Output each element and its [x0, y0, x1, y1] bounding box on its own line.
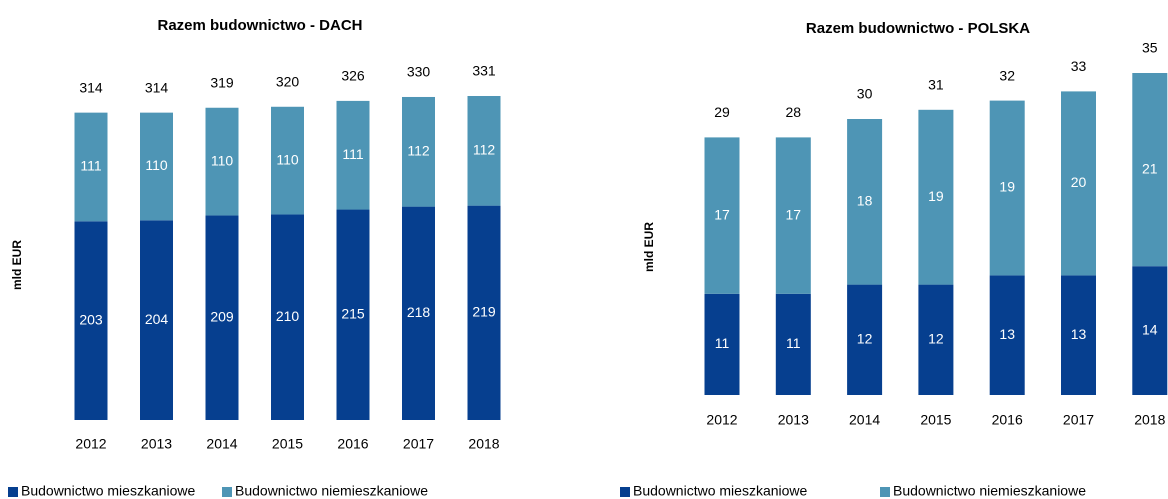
bar-label: 12: [857, 331, 873, 347]
legend-label: Budownictwo mieszkaniowe: [633, 483, 808, 499]
legend-swatch: [620, 487, 630, 497]
y-axis-label: mld EUR: [642, 222, 656, 272]
bar-label: 21: [1142, 160, 1158, 176]
bar-label: 112: [407, 142, 430, 158]
bar-segment: [775, 137, 811, 294]
bar-segment: [847, 119, 883, 285]
bar-segment: [918, 284, 954, 395]
bar-segment: [205, 215, 239, 420]
bar-label: 18: [857, 193, 873, 209]
x-tick-label: 2015: [920, 412, 951, 428]
bar-segment: [775, 293, 811, 395]
bar-segment: [140, 220, 173, 420]
bar-label: 218: [407, 304, 431, 320]
bar-label: 13: [1071, 326, 1087, 342]
bar-segment: [74, 112, 108, 222]
bar-label: 111: [80, 158, 101, 174]
total-label: 320: [276, 73, 300, 89]
total-label: 28: [786, 104, 802, 120]
total-label: 314: [145, 79, 169, 95]
legend-swatch: [880, 487, 890, 497]
bar-label: 111: [342, 146, 363, 162]
bar-label: 210: [276, 308, 300, 324]
bar-label: 19: [999, 179, 1015, 195]
legend-swatch: [222, 487, 232, 497]
bar-segment: [704, 293, 740, 395]
chart-title: Razem budownictwo - DACH: [158, 17, 363, 34]
legend-label: Budownictwo niemieszkaniowe: [893, 483, 1086, 499]
bar-label: 209: [210, 308, 234, 324]
total-label: 31: [928, 77, 944, 93]
bar-segment: [140, 112, 173, 221]
total-label: 330: [407, 64, 431, 80]
bar-label: 12: [928, 331, 944, 347]
x-tick-label: 2015: [272, 436, 303, 452]
bar-segment: [402, 206, 435, 420]
bar-segment: [1132, 266, 1168, 395]
x-tick-label: 2018: [1134, 412, 1165, 428]
chart-title: Razem budownictwo - POLSKA: [806, 20, 1030, 37]
x-tick-label: 2017: [403, 436, 434, 452]
x-tick-label: 2016: [992, 412, 1023, 428]
x-tick-label: 2012: [706, 412, 737, 428]
y-axis-label: mld EUR: [10, 240, 24, 290]
bar-segment: [271, 106, 304, 215]
bar-segment: [74, 221, 108, 420]
total-label: 331: [472, 63, 496, 79]
bar-segment: [402, 96, 435, 207]
bar-label: 11: [786, 335, 801, 351]
bar-segment: [704, 137, 740, 294]
bar-segment: [336, 209, 370, 420]
bar-label: 204: [145, 311, 169, 327]
x-tick-label: 2014: [849, 412, 880, 428]
bar-segment: [847, 284, 883, 395]
bar-label: 110: [276, 151, 299, 167]
bar-segment: [271, 214, 304, 420]
bar-label: 17: [786, 206, 802, 222]
total-label: 319: [210, 74, 234, 90]
bar-segment: [989, 100, 1025, 276]
total-label: 29: [714, 104, 730, 120]
x-tick-label: 2012: [75, 436, 106, 452]
bar-segment: [1061, 91, 1096, 276]
legend-swatch: [8, 487, 18, 497]
bar-segment: [336, 100, 370, 210]
bar-label: 110: [145, 157, 168, 173]
total-label: 33: [1071, 58, 1087, 74]
bar-segment: [205, 107, 239, 216]
bar-label: 215: [341, 305, 365, 321]
total-label: 35: [1142, 40, 1158, 56]
bar-label: 19: [928, 188, 944, 204]
x-tick-label: 2016: [337, 436, 368, 452]
legend-label: Budownictwo niemieszkaniowe: [235, 483, 428, 499]
bar-label: 20: [1071, 174, 1087, 190]
bar-segment: [1132, 73, 1168, 267]
legend-label: Budownictwo mieszkaniowe: [21, 483, 196, 499]
bar-label: 112: [473, 142, 496, 158]
x-tick-label: 2014: [206, 436, 237, 452]
bar-segment: [989, 275, 1025, 395]
total-label: 30: [857, 86, 873, 102]
total-label: 32: [999, 67, 1015, 83]
bar-segment: [918, 109, 954, 285]
x-tick-label: 2017: [1063, 412, 1094, 428]
bar-label: 13: [999, 326, 1015, 342]
bar-label: 14: [1142, 321, 1158, 337]
bar-label: 11: [715, 335, 730, 351]
bar-label: 219: [472, 304, 496, 320]
bar-label: 110: [211, 152, 234, 168]
total-label: 326: [341, 68, 365, 84]
x-tick-label: 2013: [141, 436, 172, 452]
x-tick-label: 2013: [778, 412, 809, 428]
bar-label: 203: [79, 311, 103, 327]
bar-segment: [467, 96, 501, 206]
bar-segment: [467, 205, 501, 420]
bar-label: 17: [714, 206, 730, 222]
bar-segment: [1061, 275, 1096, 395]
x-tick-label: 2018: [468, 436, 499, 452]
total-label: 314: [79, 79, 103, 95]
